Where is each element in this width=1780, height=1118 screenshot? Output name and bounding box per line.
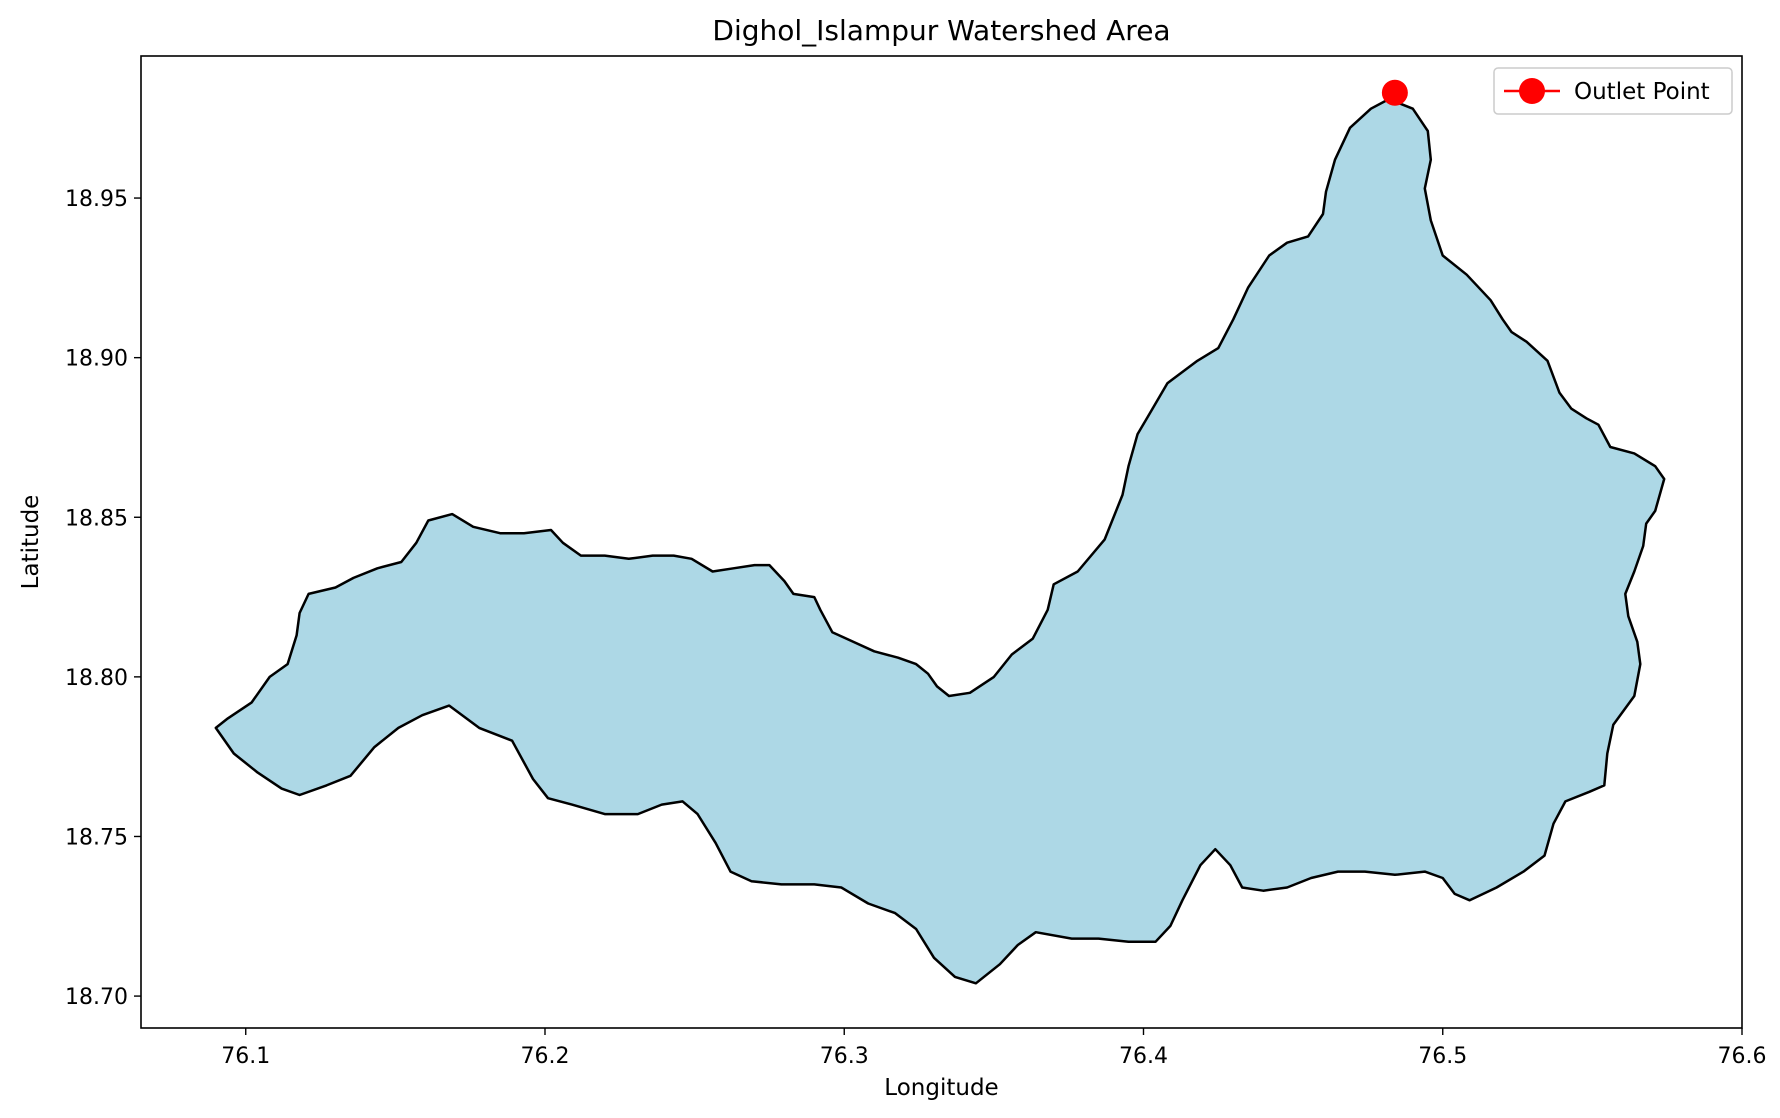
chart-title: Dighol_Islampur Watershed Area (712, 14, 1170, 47)
watershed-area (214, 97, 1666, 985)
legend-entry-outlet-point: Outlet Point (1574, 79, 1710, 105)
x-tick-label: 76.3 (820, 1044, 869, 1069)
x-tick-label: 76.2 (520, 1044, 569, 1069)
y-axis: 18.70 18.75 18.80 18.85 18.90 18.95 (65, 187, 141, 1010)
outlet-point-marker (1381, 79, 1408, 106)
legend: Outlet Point (1493, 67, 1733, 115)
x-tick-label: 76.1 (221, 1044, 270, 1069)
y-tick-label: 18.95 (65, 187, 128, 212)
x-axis: 76.1 76.2 76.3 76.4 76.5 76.6 (221, 1028, 1766, 1069)
y-tick-label: 18.70 (65, 985, 128, 1010)
x-tick-label: 76.6 (1718, 1044, 1767, 1069)
x-axis-title: Longitude (884, 1075, 998, 1101)
y-tick-label: 18.90 (65, 347, 128, 372)
legend-box (1493, 67, 1733, 115)
y-tick-label: 18.80 (65, 666, 128, 691)
x-tick-label: 76.4 (1119, 1044, 1168, 1069)
y-tick-label: 18.75 (65, 825, 128, 850)
y-tick-label: 18.85 (65, 506, 128, 531)
y-axis-title: Latitude (18, 495, 44, 590)
plot-frame (140, 55, 1743, 1029)
legend-marker-swatch (1519, 78, 1545, 104)
x-tick-label: 76.5 (1418, 1044, 1467, 1069)
